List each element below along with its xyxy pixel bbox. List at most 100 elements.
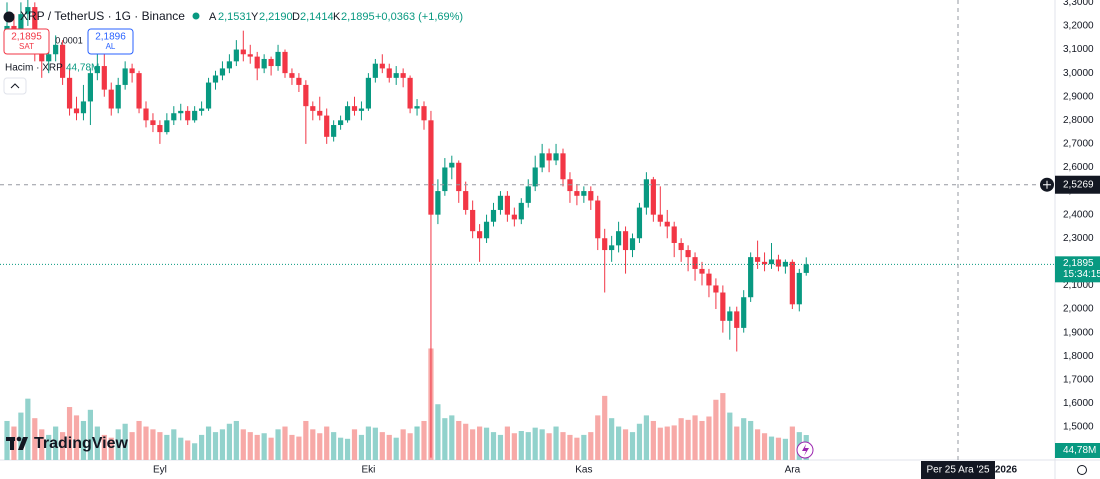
candle-body (87, 73, 93, 102)
candle-body (324, 115, 330, 137)
x-tick-label: Eki (361, 465, 375, 476)
volume-bar (87, 409, 93, 460)
candle-body (240, 49, 246, 55)
volume-bar (192, 443, 198, 460)
volume-bar (511, 433, 517, 460)
volume-bar (66, 407, 73, 460)
candle-body (192, 110, 198, 121)
sell-price: 2,1895 (11, 32, 42, 43)
low-label: D (292, 11, 300, 23)
candle-body (525, 186, 531, 203)
volume-bar (372, 427, 378, 460)
y-tick-label: 3,0000 (1063, 68, 1094, 79)
volume-bar (226, 423, 232, 460)
candle-body (122, 68, 128, 85)
volume-bar (678, 418, 684, 460)
volume-bar (581, 434, 587, 460)
volume-bar (240, 429, 246, 460)
volume-bar (664, 426, 670, 460)
candle-body (741, 297, 747, 328)
brand: TradingView (34, 435, 129, 452)
candle-body (442, 167, 448, 192)
candle-body (775, 259, 782, 267)
crosshair-price-label: 2,5269 (1063, 179, 1094, 190)
volume-bar (282, 426, 288, 460)
candle-body (115, 84, 121, 109)
candle-body (351, 106, 358, 111)
candle-body (581, 191, 587, 196)
volume-bar (609, 418, 615, 460)
market-status (192, 12, 200, 20)
candle-body (470, 209, 476, 232)
volume-bar (421, 420, 427, 460)
candle-body (212, 75, 219, 83)
candle-body (73, 108, 80, 114)
buy-price: 2,1896 (95, 32, 126, 43)
high-label: Y (251, 11, 259, 23)
candle-body (25, 7, 31, 15)
candle-body (650, 179, 656, 215)
volume-bar (289, 434, 295, 460)
volume-bar (595, 415, 601, 460)
candle-body (101, 66, 107, 90)
candle-body (407, 77, 413, 109)
volume-bar (560, 432, 566, 460)
candle-body (692, 257, 698, 269)
y-tick-label: 1,8000 (1063, 351, 1094, 362)
candle-body (344, 106, 351, 121)
volume-label: 44,78M (1063, 445, 1096, 456)
candle-body (657, 214, 663, 222)
volume-bar (602, 395, 608, 460)
volume-bar (775, 437, 782, 460)
volume-bar (261, 433, 267, 460)
volume-bar (699, 420, 705, 460)
candle-body (532, 167, 538, 187)
volume-bar (671, 425, 677, 460)
candle-body (94, 66, 100, 74)
candle-body (706, 273, 712, 286)
candle-body (226, 61, 232, 69)
collapse-button[interactable] (3, 77, 27, 95)
candle-body (219, 68, 226, 76)
year-label: 2026 (995, 465, 1018, 476)
low-value: 2,1414 (300, 11, 334, 23)
volume-bar (212, 432, 219, 460)
symbol[interactable]: XRP / TetherUS · 1G · Binance (20, 9, 185, 23)
volume-bar (60, 432, 66, 460)
candle-body (310, 106, 316, 111)
volume-bar (727, 412, 733, 460)
volume-bar (18, 412, 24, 460)
candle-body (32, 7, 38, 50)
candle-body (66, 77, 73, 109)
candle-body (289, 73, 295, 78)
volume-bar (143, 426, 149, 460)
candle-body (386, 68, 392, 78)
buy-button[interactable] (87, 28, 134, 55)
sell-button[interactable] (3, 28, 50, 55)
volume-bar (497, 434, 504, 460)
candle-body (268, 58, 274, 67)
candle-body (490, 209, 497, 222)
volume-bar (713, 399, 719, 460)
volume-bar (553, 426, 559, 460)
candle-body (428, 120, 434, 215)
volume-bar (171, 429, 177, 460)
candle-body (664, 221, 670, 227)
volume-bar (25, 398, 31, 460)
volume-bar (80, 420, 87, 460)
candle-body (574, 191, 580, 196)
candle-body (602, 238, 608, 251)
candle-body (400, 73, 406, 78)
candle-body (483, 221, 490, 239)
volume-bar (741, 418, 747, 460)
candle-body (178, 110, 184, 114)
crosshair-price-box (1055, 175, 1100, 194)
candle-body (296, 77, 302, 85)
y-tick-label: 2,9000 (1063, 91, 1094, 102)
volume-legend-value: 44,78M (66, 63, 99, 74)
candle-body (247, 54, 253, 57)
settings-button[interactable] (1077, 465, 1087, 475)
x-tick-label: Eyl (153, 465, 167, 476)
candle-body (282, 51, 288, 74)
candle-body (18, 14, 24, 38)
